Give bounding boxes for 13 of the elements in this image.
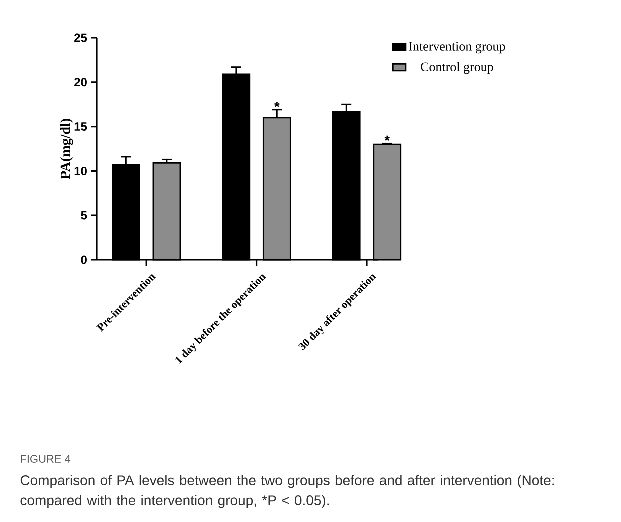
legend-label: Intervention group — [409, 42, 506, 54]
caption: FIGURE 4 — [21, 455, 71, 463]
data-label: * — [274, 102, 280, 108]
y-tick-label: 20 — [74, 78, 87, 87]
y-tick-label: 0 — [81, 256, 87, 264]
y-tick-label: 25 — [74, 34, 88, 42]
data-label: * — [384, 136, 390, 142]
y-tick-label: 15 — [74, 122, 88, 131]
text: Comparison of PA levels between the two groups before and after intervention (Note: compared with the intervention group, *P < 0.05). — [20, 475, 554, 508]
y-axis-title: PA(mg/dl) — [60, 119, 74, 180]
legend-label: Control group — [421, 62, 494, 74]
y-tick-label: 10 — [74, 166, 87, 176]
y-tick-label: 5 — [81, 211, 88, 220]
